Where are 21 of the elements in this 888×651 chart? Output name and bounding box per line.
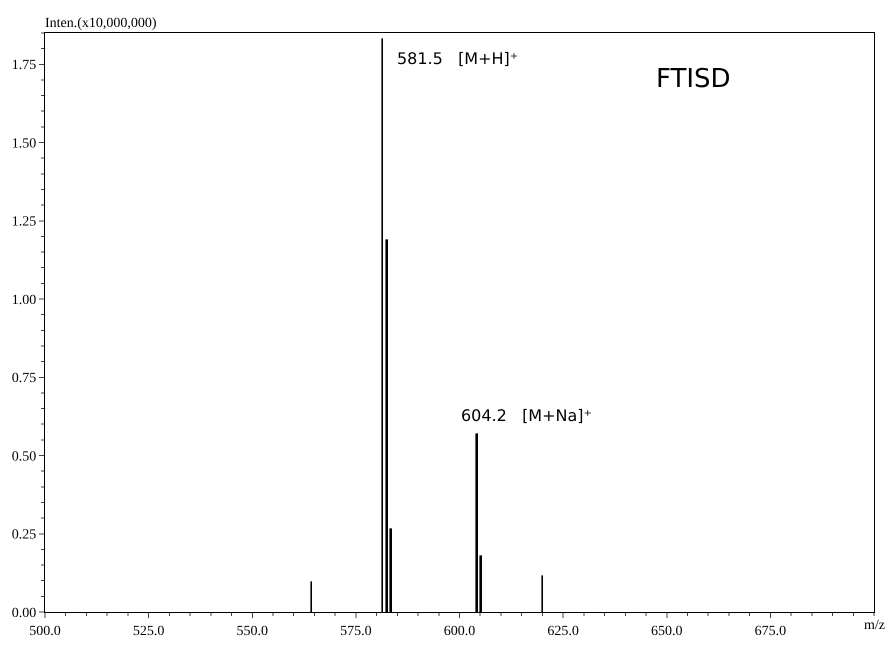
x-tick-label: 650.0 — [651, 624, 682, 639]
annotation: FTISD — [656, 64, 731, 94]
y-tick-label: 1.25 — [12, 214, 36, 230]
y-tick-label: 0.75 — [12, 371, 36, 386]
y-tick-label: 0.25 — [12, 528, 36, 543]
y-tick-label: 1.00 — [12, 292, 36, 308]
y-tick-label: 1.75 — [12, 58, 36, 74]
y-tick-label: 0.50 — [12, 449, 36, 464]
annotation: 604.2 [M+Na]⁺ — [461, 406, 592, 425]
x-tick-label: 500.0 — [29, 624, 61, 639]
x-tick-label: 600.0 — [444, 624, 476, 639]
x-axis-title: m/z — [864, 618, 885, 633]
y-axis-title: Inten.(x10,000,000) — [45, 16, 157, 31]
x-tick-label: 625.0 — [547, 624, 579, 639]
y-tick-label: 0.00 — [12, 606, 36, 621]
x-tick-label: 525.0 — [132, 624, 164, 639]
y-tick-label: 1.50 — [12, 136, 36, 152]
x-tick-label: 575.0 — [340, 624, 372, 639]
x-tick-label: 675.0 — [754, 624, 786, 639]
annotation: 581.5 [M+H]⁺ — [397, 49, 518, 68]
x-tick-label: 550.0 — [236, 624, 268, 639]
